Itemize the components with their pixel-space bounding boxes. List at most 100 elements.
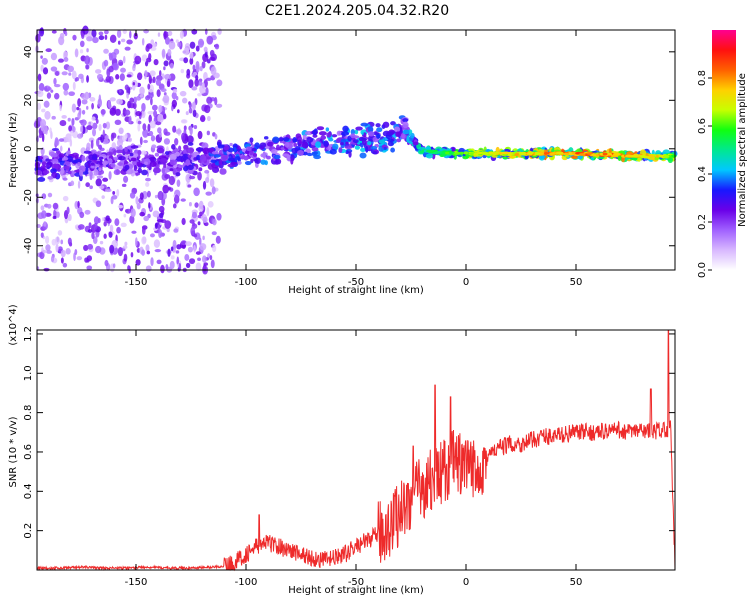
heatmap-cell (410, 132, 415, 139)
heatmap-cell (270, 157, 278, 165)
heatmap-cell (216, 212, 222, 221)
heatmap-cell (74, 249, 78, 256)
heatmap-cell (130, 251, 134, 258)
heatmap-cell (341, 131, 350, 136)
heatmap-cell (318, 131, 327, 136)
heatmap-cell (156, 219, 164, 223)
heatmap-cell (203, 46, 208, 53)
heatmap-cell (95, 200, 102, 208)
heatmap-cell (141, 249, 146, 256)
heatmap-cell (77, 180, 81, 189)
heatmap-cell (41, 57, 48, 65)
heatmap-cell (239, 150, 243, 154)
heatmap-cell (161, 167, 166, 175)
heatmap-cell (178, 145, 182, 152)
snr-y-tick-label: 0.8 (23, 405, 34, 421)
heatmap-cell (110, 52, 117, 60)
heatmap-cell (63, 57, 69, 62)
heatmap-cell (95, 245, 102, 254)
heatmap-cell (135, 96, 142, 101)
heatmap-cell (543, 152, 549, 155)
heatmap-cell (109, 97, 116, 102)
heatmap-cell (68, 72, 72, 76)
heatmap-cell (163, 138, 171, 145)
heatmap-cell (54, 70, 60, 77)
spectrogram-panel: -150 -100 -50 0 50 -40 -20 0 20 40 Height of str… (8, 25, 678, 296)
heatmap-cell (137, 149, 142, 156)
heatmap-cell (252, 152, 258, 157)
heatmap-cell (181, 97, 188, 104)
heatmap-cell (534, 152, 541, 156)
heatmap-cell (298, 139, 303, 145)
heatmap-cell (67, 213, 72, 222)
heatmap-cell (109, 224, 114, 233)
heatmap-cell (394, 126, 401, 133)
heatmap-cell (62, 262, 68, 268)
heatmap-cell (90, 165, 95, 169)
heatmap-cell (159, 70, 162, 77)
heatmap-cell (137, 167, 142, 174)
snr-y-axis: 0.2 0.4 0.6 0.8 1.0 1.2 (23, 326, 675, 539)
heatmap-cell (230, 161, 238, 165)
heatmap-cell (183, 57, 189, 64)
heatmap-cell (154, 194, 158, 199)
heatmap-cell (99, 240, 104, 245)
heatmap-cell (38, 133, 43, 139)
heatmap-cell (62, 195, 69, 202)
heatmap-cell (129, 97, 135, 103)
colorbar-axis: 0.0 0.2 0.4 0.6 0.8 (697, 70, 712, 278)
heatmap-cell (135, 110, 142, 117)
heatmap-cell (199, 65, 203, 72)
heatmap-cell (68, 125, 73, 132)
heatmap-cell (282, 137, 290, 142)
heatmap-cell (199, 211, 203, 217)
heatmap-cell (591, 153, 597, 157)
heatmap-cell (210, 66, 217, 76)
heatmap-cell (46, 92, 52, 99)
heatmap-cell (41, 165, 47, 169)
heatmap-cell (115, 74, 120, 80)
heatmap-cell (86, 265, 93, 271)
heatmap-cell (158, 104, 163, 113)
heatmap-cell (153, 239, 161, 248)
heatmap-cell (323, 140, 329, 147)
heatmap-cell (184, 253, 190, 261)
heatmap-cell (155, 79, 161, 86)
heatmap-cell (141, 169, 148, 176)
heatmap-cell (387, 138, 395, 143)
heatmap-cell (157, 113, 164, 124)
heatmap-cell (518, 152, 526, 156)
heatmap-cell (89, 96, 96, 102)
heatmap-cell (185, 262, 191, 268)
heatmap-cell (49, 127, 52, 134)
snr-x-tick-label: -100 (235, 577, 258, 588)
heatmap-cell (372, 151, 378, 155)
heatmap-cell (402, 129, 410, 135)
heatmap-cell (62, 82, 70, 91)
heatmap-cell (131, 230, 137, 234)
heatmap-cell (202, 147, 210, 155)
heatmap-cell (433, 151, 439, 155)
heatmap-cell (243, 155, 249, 161)
heatmap-cell (130, 145, 139, 149)
heatmap-cell (216, 79, 223, 87)
heatmap-cell (161, 48, 166, 58)
heatmap-cell (37, 90, 44, 98)
heatmap-cell (134, 149, 139, 154)
heatmap-cell (117, 156, 126, 161)
heatmap-cell (145, 95, 151, 101)
heatmap-cell (237, 160, 242, 165)
heatmap-cell (103, 233, 107, 239)
heatmap-cell (206, 130, 210, 136)
heatmap-cell (251, 147, 257, 152)
heatmap-cell (141, 236, 147, 245)
heatmap-cell (201, 82, 205, 89)
heatmap-cell (168, 175, 176, 186)
heatmap-cell (60, 249, 66, 258)
heatmap-cell (118, 165, 123, 170)
heatmap-cell (259, 146, 265, 150)
heatmap-cell (578, 153, 586, 156)
heatmap-cell (150, 97, 153, 106)
heatmap-cell (211, 186, 216, 195)
heatmap-cell (648, 154, 655, 158)
